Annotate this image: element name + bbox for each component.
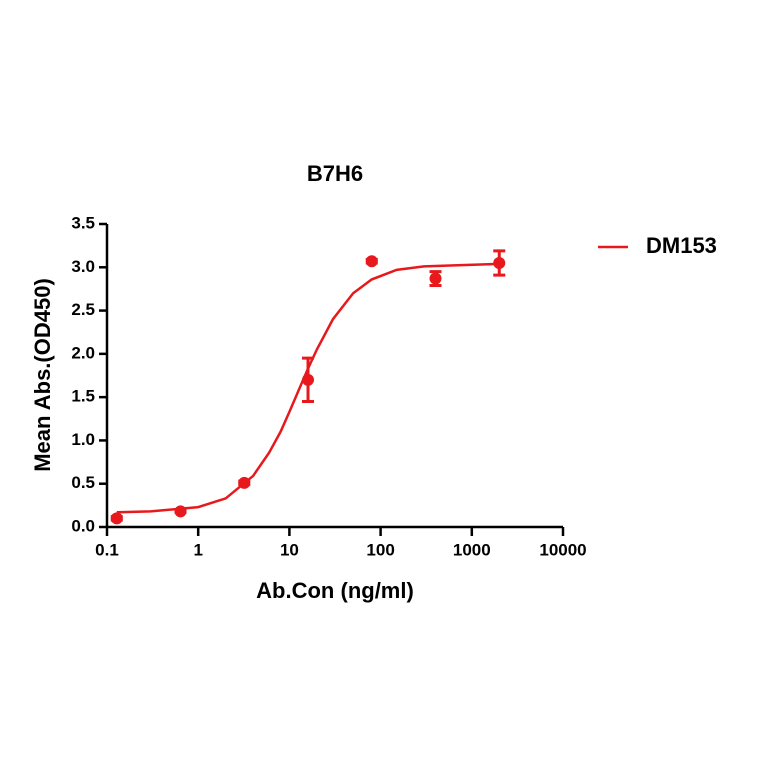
y-tick-label: 1.5 — [71, 387, 95, 406]
x-tick-label: 1 — [193, 540, 202, 559]
data-point — [365, 255, 378, 268]
x-tick-label: 100 — [366, 540, 394, 559]
data-point — [302, 373, 315, 386]
y-tick-label: 0.5 — [71, 473, 95, 492]
x-axis-label: Ab.Con (ng/ml) — [256, 578, 414, 603]
x-tick-label: 10 — [280, 540, 299, 559]
data-point — [238, 476, 251, 489]
x-tick-label: 1000 — [453, 540, 491, 559]
y-tick-label: 2.0 — [71, 343, 95, 362]
x-tick-label: 10000 — [539, 540, 586, 559]
y-tick-label: 1.0 — [71, 430, 95, 449]
fit-curve — [116, 262, 500, 514]
chart-title: B7H6 — [307, 161, 363, 186]
y-tick-label: 0.0 — [71, 516, 95, 535]
x-tick-label: 0.1 — [95, 540, 119, 559]
y-tick-label: 3.5 — [71, 213, 95, 232]
data-point — [493, 256, 506, 269]
y-tick-label: 2.5 — [71, 300, 95, 319]
data-point — [110, 512, 123, 525]
data-point — [429, 272, 442, 285]
data-point — [174, 505, 187, 518]
legend-label: DM153 — [646, 233, 717, 258]
y-tick-label: 3.0 — [71, 257, 95, 276]
y-axis-label: Mean Abs.(OD450) — [30, 278, 55, 472]
